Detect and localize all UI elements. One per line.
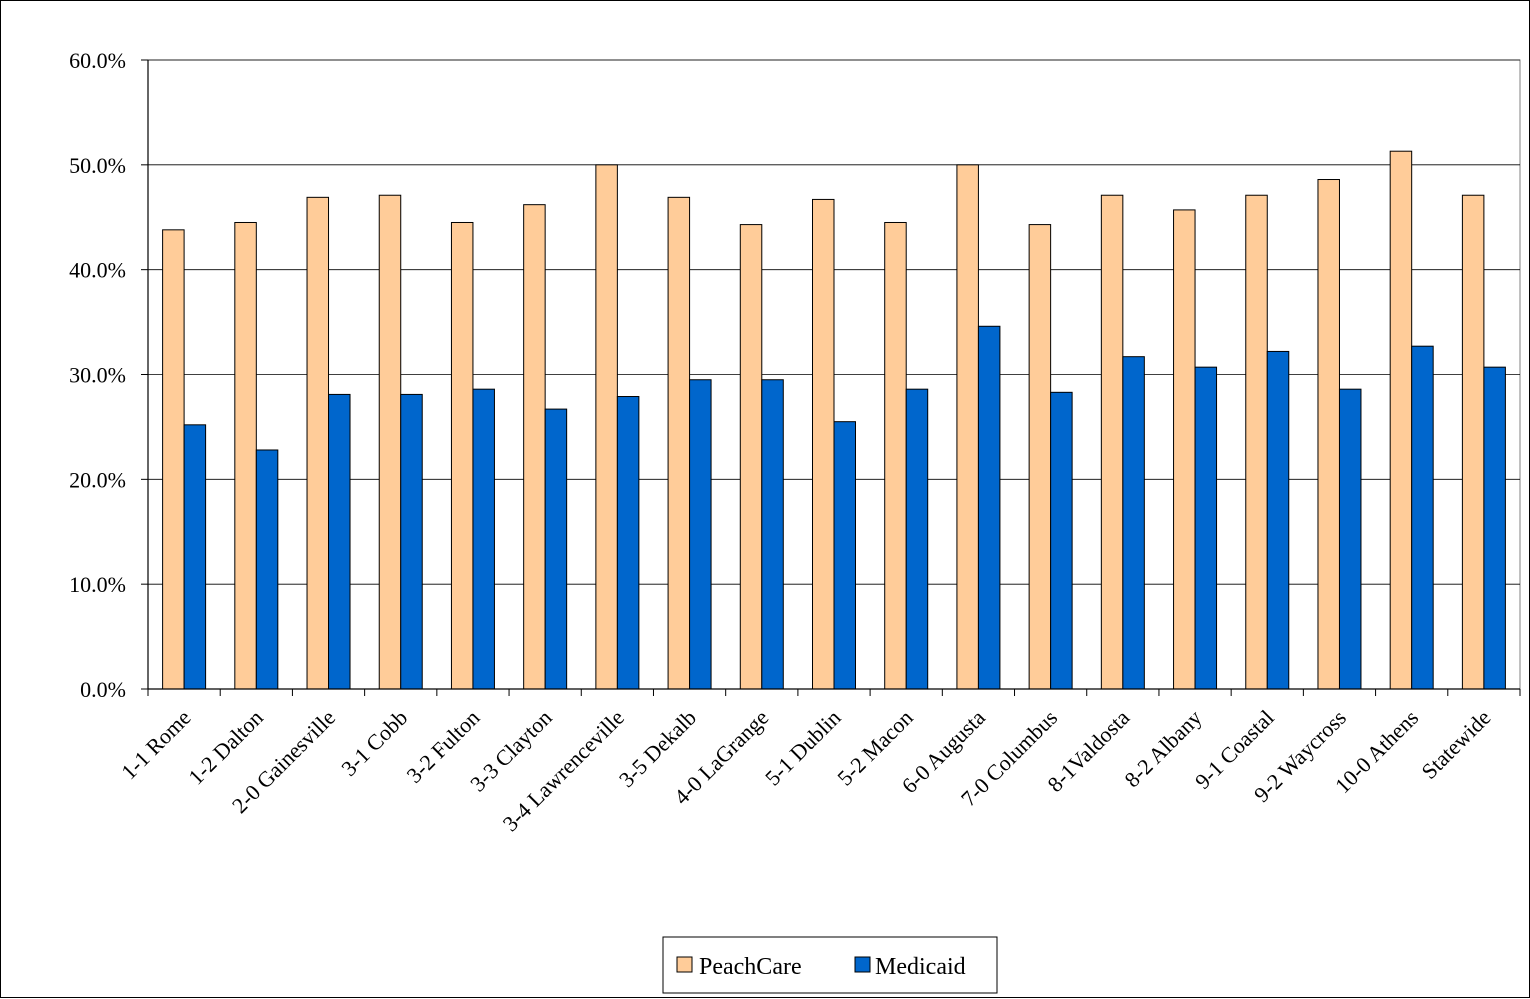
bar-peachcare	[884, 221, 907, 690]
bar-peachcare	[667, 196, 691, 690]
bars	[162, 150, 1506, 690]
bar-medicaid	[689, 379, 712, 690]
legend: PeachCare Medicaid	[662, 936, 998, 994]
bar-peachcare	[1100, 194, 1124, 690]
y-tick-label: 40.0%	[69, 258, 126, 283]
bar-medicaid	[616, 396, 640, 690]
y-tick-label: 10.0%	[69, 572, 126, 597]
bar-medicaid	[1194, 366, 1218, 690]
bar-peachcare	[595, 164, 618, 690]
bar-medicaid	[1338, 388, 1362, 690]
bar-peachcare	[523, 204, 546, 690]
legend-label-medicaid: Medicaid	[875, 954, 966, 980]
bar-medicaid	[472, 388, 495, 690]
legend-box	[662, 936, 998, 994]
legend-label-peachcare: PeachCare	[699, 954, 802, 980]
bar-medicaid	[1411, 345, 1434, 690]
bar-peachcare	[378, 194, 402, 690]
bar-medicaid	[977, 325, 1001, 690]
legend-swatch-peachcare	[676, 956, 693, 973]
bar-medicaid	[1050, 391, 1073, 690]
bar-medicaid	[1266, 350, 1290, 690]
bar-medicaid	[400, 393, 423, 690]
y-tick-label: 20.0%	[69, 467, 126, 492]
bar-medicaid	[544, 408, 568, 690]
bar-peachcare	[1173, 209, 1196, 690]
x-tick-label: 3-4 Lawrenceville	[498, 705, 629, 836]
legend-swatch-medicaid	[854, 956, 871, 973]
bar-medicaid	[761, 379, 784, 690]
bar-medicaid	[833, 421, 856, 690]
bar-medicaid	[183, 424, 207, 690]
y-tick-label: 50.0%	[69, 153, 126, 178]
bar-peachcare	[234, 221, 257, 690]
bar-peachcare	[812, 198, 835, 690]
bar-peachcare	[162, 229, 185, 690]
bar-peachcare	[1389, 150, 1413, 690]
bar-peachcare	[956, 164, 979, 690]
axes	[141, 59, 1521, 696]
bar-peachcare	[450, 221, 474, 690]
bar-medicaid	[905, 388, 929, 690]
bar-medicaid	[328, 393, 351, 690]
bar-peachcare	[1461, 194, 1485, 690]
bar-peachcare	[1028, 224, 1052, 690]
bar-peachcare	[739, 224, 763, 690]
y-tick-labels: 0.0% 10.0% 20.0% 30.0% 40.0% 50.0% 60.0%	[69, 48, 126, 702]
bar-medicaid	[1122, 356, 1145, 690]
bar-peachcare	[1245, 194, 1268, 690]
bar-medicaid	[255, 449, 279, 690]
y-tick-label: 0.0%	[80, 677, 126, 702]
y-tick-label: 30.0%	[69, 363, 126, 388]
bar-peachcare	[306, 196, 330, 690]
y-tick-label: 60.0%	[69, 48, 126, 73]
bar-medicaid	[1483, 366, 1506, 690]
x-tick-label: Statewide	[1416, 705, 1495, 784]
x-tick-label: 5-1 Dublin	[760, 705, 846, 791]
bar-peachcare	[1317, 179, 1340, 690]
